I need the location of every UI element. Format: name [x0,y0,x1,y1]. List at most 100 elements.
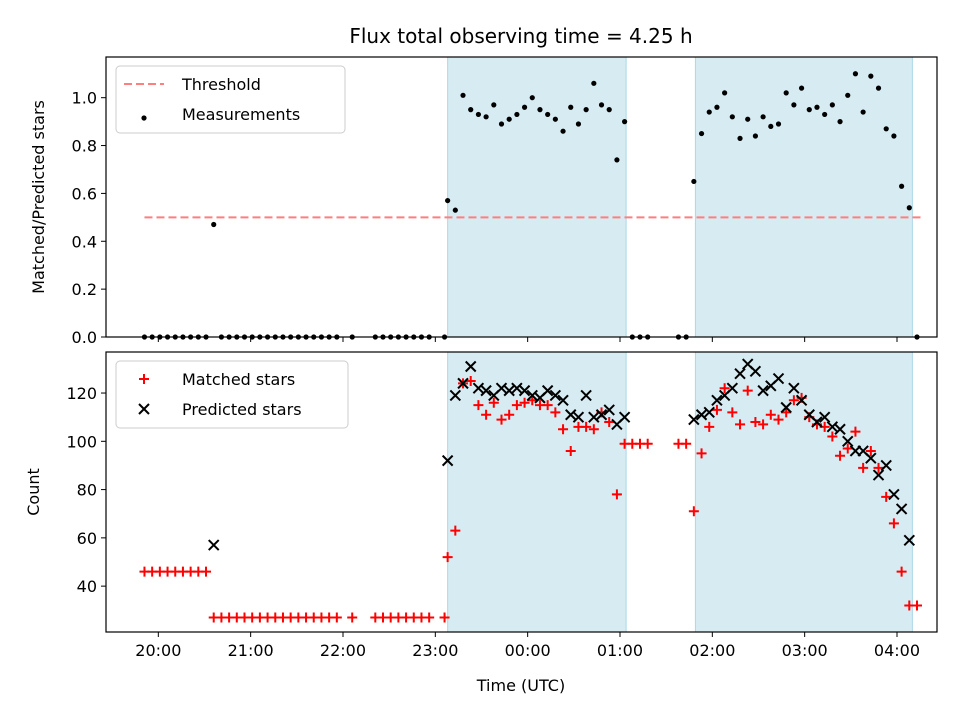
measurement-point [483,114,489,120]
y-tick-label: 60 [77,529,97,548]
measurement-point [829,102,835,108]
measurement-point [468,107,474,113]
legend-matched-swatch [139,374,149,384]
matched-star-point [896,566,907,577]
measurement-point [575,121,582,127]
measurement-point [506,116,512,122]
matched-star-point [201,566,212,577]
measurement-point [814,104,820,110]
measurement-point [783,90,789,96]
predicted-star-point [872,469,885,481]
matched-star-point [711,404,722,415]
x-tick-label: 03:00 [782,641,828,660]
matched-star-point [865,445,876,456]
predicted-star-point [503,384,515,397]
matched-star-point [450,525,461,536]
y-tick-label: 0.6 [72,184,97,203]
measurement-point [475,111,482,118]
matched-star-point [788,395,799,406]
measurement-point [806,107,812,113]
y-tick-label: 1.0 [72,89,97,108]
y-tick-label: 0.0 [72,328,97,347]
predicted-star-point [880,459,892,472]
shaded-interval [695,57,913,337]
chart-title: Flux total observing time = 4.25 h [349,24,692,48]
predicted-star-point [795,394,808,406]
measurement-point [852,71,859,77]
legend-label: Threshold [181,75,261,94]
matched-star-point [565,445,576,456]
matched-star-point [773,414,784,425]
measurement-point [614,157,620,163]
measurement-point [745,116,751,122]
predicted-star-point [818,411,831,423]
measurement-point [521,104,528,110]
legend: Threshold Measurements [115,65,346,134]
matched-star-point [688,506,699,517]
measurement-point [498,121,505,127]
y-tick-label: 0.2 [72,280,97,299]
predicted-star-point [518,384,531,397]
matched-star-point [858,462,869,473]
matched-star-point [527,395,538,406]
x-tick-label: 00:00 [505,641,551,660]
predicted-star-point [688,413,700,426]
matched-star-point [442,552,453,563]
matched-star-point [504,409,515,420]
y-tick-label: 120 [66,384,97,403]
measurement-point [729,114,735,120]
predicted-star-point [618,411,631,423]
measurement-point [691,178,697,185]
predicted-star-point [465,360,477,373]
matched-star-point [719,383,730,394]
measurement-point [514,111,520,118]
bottom-panel: 40 60 80 100 120 20:00 21:00 22:00 23:00 00:00 01:… [24,351,938,660]
predicted-star-point [757,384,769,397]
predicted-star-point [457,377,469,390]
matched-star-point [558,424,569,435]
predicted-star-point [703,406,715,419]
measurement-point [460,92,466,98]
legend-box [115,65,346,134]
predicted-star-point [842,435,854,448]
x-tick-label: 22:00 [320,641,366,660]
matched-star-point [473,400,484,411]
matched-star-point [331,612,342,623]
x-tick-label: 21:00 [228,641,274,660]
axes-frame [105,351,938,633]
legend: Matched stars Predicted stars [115,360,349,429]
matched-star-point [881,491,892,502]
matched-star-point [765,409,776,420]
legend-box [115,360,349,429]
x-tick-label: 01:00 [597,641,643,660]
predicted-star-point [549,389,562,402]
predicted-star-point [788,382,800,394]
y-tick-label: 40 [77,577,97,596]
measurement-point [768,123,774,130]
predicted-star-point [495,382,508,394]
measurement-point [537,107,543,113]
matched-star-point [835,450,846,461]
legend-measurement-swatch [141,115,147,121]
measurement-point [622,119,628,125]
matched-star-point [873,462,884,473]
matched-star-point [842,443,853,454]
matched-star-point [550,407,561,418]
shaded-interval [695,352,913,632]
measurement-point [775,121,782,127]
matched-star-point [704,421,715,432]
measurement-point [883,126,889,132]
predicted-star-point [811,416,823,428]
matched-star-point [542,400,553,411]
predicted-star-point [888,488,900,501]
predicted-star-point [772,372,785,385]
measurement-point [452,207,458,213]
measurement-point [211,221,217,228]
predicted-star-point [480,384,492,397]
predicted-star-point [826,421,839,433]
predicted-star-point [557,394,569,406]
measurement-point [791,102,797,108]
predicted-star-point [588,411,600,423]
matched-star-point [465,375,476,386]
